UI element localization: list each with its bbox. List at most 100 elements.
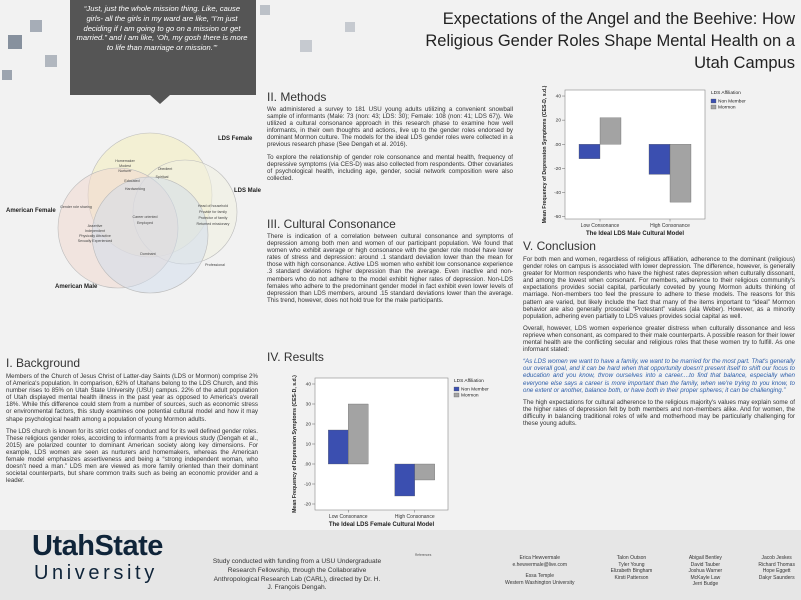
trait-label: Nurturer — [118, 169, 132, 173]
legend-swatch — [453, 392, 460, 398]
legend-title: LDS Affiliation — [454, 378, 484, 384]
x-axis-label: The Ideal LDS Male Cultural Model — [586, 231, 684, 237]
bar — [328, 429, 349, 465]
section-heading: I. Background — [6, 356, 81, 370]
author-column: Abigail Bentley David Tauber Joshua Warn… — [689, 555, 723, 588]
x-axis-label: The Ideal LDS Female Cultural Model — [329, 522, 435, 528]
section-heading: III. Cultural Consonance — [267, 217, 396, 231]
author-column: Talon Outson Tyler Young Elizabeth Bingh… — [611, 555, 653, 588]
references-heading: References — [415, 553, 432, 557]
bar — [414, 463, 435, 481]
poster-title: Expectations of the Angel and the Beehiv… — [425, 10, 795, 72]
bar-chart: -60 -40 -20 .00 20 40 Low Consonance High Conso… — [542, 85, 746, 237]
author: McKayle Law — [690, 574, 721, 581]
bar — [348, 403, 369, 465]
author: Essa Temple — [525, 573, 555, 580]
author: Talon Outson — [616, 555, 647, 561]
logo-wordmark: UtahState — [32, 530, 163, 562]
trait-label: Independent — [85, 229, 105, 233]
section-heading: II. Methods — [267, 90, 327, 104]
y-axis-label: Mean Frequency of Depression Symptoms (C… — [542, 85, 548, 223]
trait-label: Modest — [119, 164, 131, 168]
venn-diagram: LDS Female LDS Male American Female America… — [6, 132, 262, 294]
conclusion-text: For both men and women, regardless of re… — [523, 256, 795, 432]
legend-title: LDS Affiliation — [711, 90, 741, 96]
legend-label: Mormon — [718, 105, 736, 111]
trait-label: Head of household — [198, 204, 228, 208]
author-list: Erica Hewvermale e.hewvermale@live.com E… — [505, 555, 795, 588]
trait-label: Homemaker — [115, 159, 135, 163]
circle-label: American Female — [6, 208, 56, 214]
x-tick-label: High Consonance — [650, 223, 690, 229]
bar — [669, 144, 692, 203]
trait-label: Spiritual — [156, 175, 169, 179]
trait-label: Career oriented — [133, 215, 158, 219]
author: Jacob Jeskes — [761, 555, 792, 561]
y-tick-label: -40 — [554, 190, 561, 196]
trait-label: Protector of family — [199, 216, 228, 220]
bar — [599, 117, 622, 145]
trait-label: Professional — [205, 263, 225, 267]
author: David Tauber — [690, 561, 721, 568]
square — [300, 40, 312, 52]
paragraph: Members of the Church of Jesus Christ of… — [6, 373, 258, 423]
section-heading: IV. Results — [267, 350, 324, 364]
y-tick-label: -60 — [554, 214, 561, 220]
legend-swatch — [710, 104, 717, 110]
quote-box — [70, 0, 256, 104]
author: Jerri Budge — [692, 581, 719, 588]
section-heading: V. Conclusion — [523, 239, 596, 253]
square — [30, 20, 42, 32]
y-tick-label: .00 — [304, 462, 311, 468]
venn-circle — [91, 176, 209, 294]
author: Dakyr Saunders — [758, 574, 795, 581]
y-tick-label: 20 — [306, 422, 312, 428]
trait-label: Obedient — [158, 167, 173, 171]
square — [45, 55, 57, 67]
paragraph: The high expectations for cultural adher… — [523, 398, 795, 427]
author: Richard Thomas — [758, 561, 795, 568]
trait-label: Assertive — [88, 224, 103, 228]
paragraph: To explore the relationship of gender ro… — [267, 153, 513, 182]
y-tick-label: 20 — [556, 118, 562, 124]
bar — [648, 144, 671, 175]
paragraph: We administered a survey to 181 USU youn… — [267, 106, 513, 149]
author: Western Washington University — [505, 579, 575, 586]
y-tick-label: 40 — [306, 382, 312, 388]
y-tick-label: .00 — [554, 142, 561, 148]
paragraph: The LDS church is known for its strict c… — [6, 427, 258, 485]
square — [2, 70, 12, 80]
author: e.hewvermale@live.com — [512, 561, 568, 568]
y-tick-label: -10 — [304, 482, 311, 488]
square — [260, 5, 270, 15]
references: References — [415, 553, 510, 557]
legend-swatch — [453, 386, 460, 392]
legend-label: Non Member — [461, 387, 489, 393]
informant-quote: “As LDS women we want to have a family, … — [523, 358, 795, 394]
author: Joshua Warner — [688, 568, 723, 575]
methods-text: We administered a survey to 181 USU youn… — [267, 106, 513, 187]
y-tick-label: -20 — [554, 166, 561, 172]
legend-label: Non Member — [718, 99, 746, 105]
trait-label: Sexually Experienced — [78, 239, 113, 243]
bar-chart: -20 -10 .00 10 20 30 40 Low Consonance High Cons… — [292, 375, 489, 528]
bar — [394, 463, 415, 497]
legend-label: Mormon — [461, 393, 479, 399]
trait-label: Provide for family — [199, 210, 227, 214]
trait-label: Gender role sharing — [60, 205, 92, 209]
x-tick-label: High Consonance — [395, 514, 435, 520]
trait-label: Hardworking — [125, 187, 145, 191]
author: Elizabeth Bingham — [610, 568, 653, 575]
x-tick-label: Low Consonance — [329, 514, 368, 520]
opening-quote: “Just, just the whole mission thing. Lik… — [76, 4, 248, 53]
author: Tyler Young — [618, 561, 645, 568]
y-tick-label: 40 — [556, 94, 562, 100]
trait-label: Returned missionary — [197, 222, 230, 226]
consonance-text: There is indication of a correlation bet… — [267, 233, 513, 309]
background-text: Members of the Church of Jesus Christ of… — [6, 373, 258, 489]
logo-subtitle: University — [34, 562, 158, 584]
footer-band — [0, 530, 801, 600]
author: Kirsti Patterson — [614, 574, 649, 581]
